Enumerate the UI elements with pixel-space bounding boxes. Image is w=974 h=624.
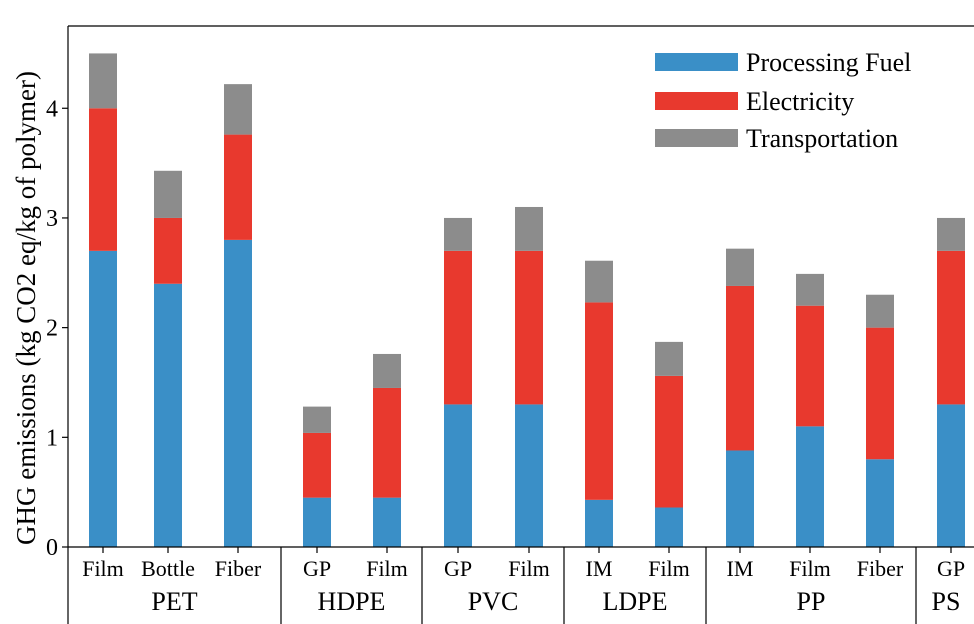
bar-processing-fuel-2	[224, 239, 252, 547]
bar-transportation-9	[726, 248, 754, 286]
legend: Processing Fuel Electricity Transportation	[655, 48, 911, 153]
bar-transportation-0	[89, 53, 117, 109]
y-tick-label: 1	[46, 425, 58, 451]
group-label-pvc: PVC	[468, 587, 519, 616]
x-tick-label: Fiber	[857, 556, 904, 581]
x-tick-label: Bottle	[141, 556, 195, 581]
bar-electricity-12	[937, 250, 965, 405]
bars-layer	[89, 53, 965, 547]
legend-label-processing-fuel: Processing Fuel	[746, 48, 911, 77]
bar-transportation-10	[796, 273, 824, 306]
group-label-ps: PS	[932, 587, 961, 616]
x-tick-label: Film	[82, 556, 124, 581]
x-tick-label: Film	[648, 556, 690, 581]
bar-electricity-3	[303, 432, 331, 498]
bar-processing-fuel-5	[444, 404, 472, 547]
bar-electricity-1	[154, 217, 182, 284]
bar-electricity-7	[585, 302, 613, 500]
bar-processing-fuel-1	[154, 283, 182, 547]
bar-transportation-4	[373, 353, 401, 388]
bar-electricity-6	[515, 250, 543, 405]
bar-electricity-4	[373, 387, 401, 498]
bar-transportation-6	[515, 206, 543, 251]
bar-electricity-2	[224, 134, 252, 240]
y-tick-label: 3	[46, 206, 58, 232]
bar-electricity-11	[866, 327, 894, 460]
x-tick-label: GP	[303, 556, 331, 581]
bar-processing-fuel-0	[89, 250, 117, 547]
group-label-pp: PP	[797, 587, 826, 616]
y-tick-label: 4	[46, 96, 58, 122]
bar-processing-fuel-7	[585, 499, 613, 547]
bar-electricity-9	[726, 285, 754, 451]
bar-transportation-3	[303, 406, 331, 433]
x-category-layer: Film Bottle Fiber GP Film GP Film IM Film IM Film F…	[82, 547, 965, 624]
legend-swatch-transportation	[655, 129, 738, 147]
bar-transportation-12	[937, 217, 965, 251]
group-label-hdpe: HDPE	[318, 587, 386, 616]
x-tick-label: GP	[444, 556, 472, 581]
x-tick-label: Fiber	[215, 556, 262, 581]
bar-processing-fuel-9	[726, 450, 754, 547]
group-label-ldpe: LDPE	[603, 587, 668, 616]
x-tick-label: IM	[727, 556, 754, 581]
bar-transportation-5	[444, 217, 472, 251]
bar-transportation-2	[224, 84, 252, 135]
x-tick-label: Film	[508, 556, 550, 581]
bar-electricity-5	[444, 250, 472, 405]
bar-electricity-0	[89, 108, 117, 251]
bar-transportation-1	[154, 170, 182, 218]
bar-processing-fuel-11	[866, 459, 894, 547]
y-ticks-layer: 0 1 2 3 4	[46, 96, 68, 561]
y-axis-label: GHG emissions (kg CO2 eq/kg of polymer)	[11, 71, 41, 545]
bar-processing-fuel-8	[655, 507, 683, 547]
group-label-pet: PET	[151, 587, 197, 616]
legend-label-transportation: Transportation	[746, 124, 898, 153]
bar-processing-fuel-4	[373, 497, 401, 547]
bar-transportation-7	[585, 260, 613, 303]
x-tick-label: Film	[366, 556, 408, 581]
axes-layer	[67, 25, 974, 624]
bar-processing-fuel-12	[937, 404, 965, 547]
x-tick-label: GP	[937, 556, 965, 581]
x-tick-label: IM	[586, 556, 613, 581]
bar-processing-fuel-10	[796, 426, 824, 547]
bar-processing-fuel-3	[303, 497, 331, 547]
bar-processing-fuel-6	[515, 404, 543, 547]
bar-electricity-8	[655, 375, 683, 508]
legend-label-electricity: Electricity	[746, 87, 854, 116]
bar-transportation-11	[866, 294, 894, 328]
y-tick-label: 0	[46, 535, 58, 561]
legend-swatch-processing-fuel	[655, 53, 738, 71]
bar-electricity-10	[796, 305, 824, 427]
x-tick-label: Film	[789, 556, 831, 581]
bar-transportation-8	[655, 341, 683, 376]
y-tick-label: 2	[46, 316, 58, 342]
legend-swatch-electricity	[655, 92, 738, 110]
